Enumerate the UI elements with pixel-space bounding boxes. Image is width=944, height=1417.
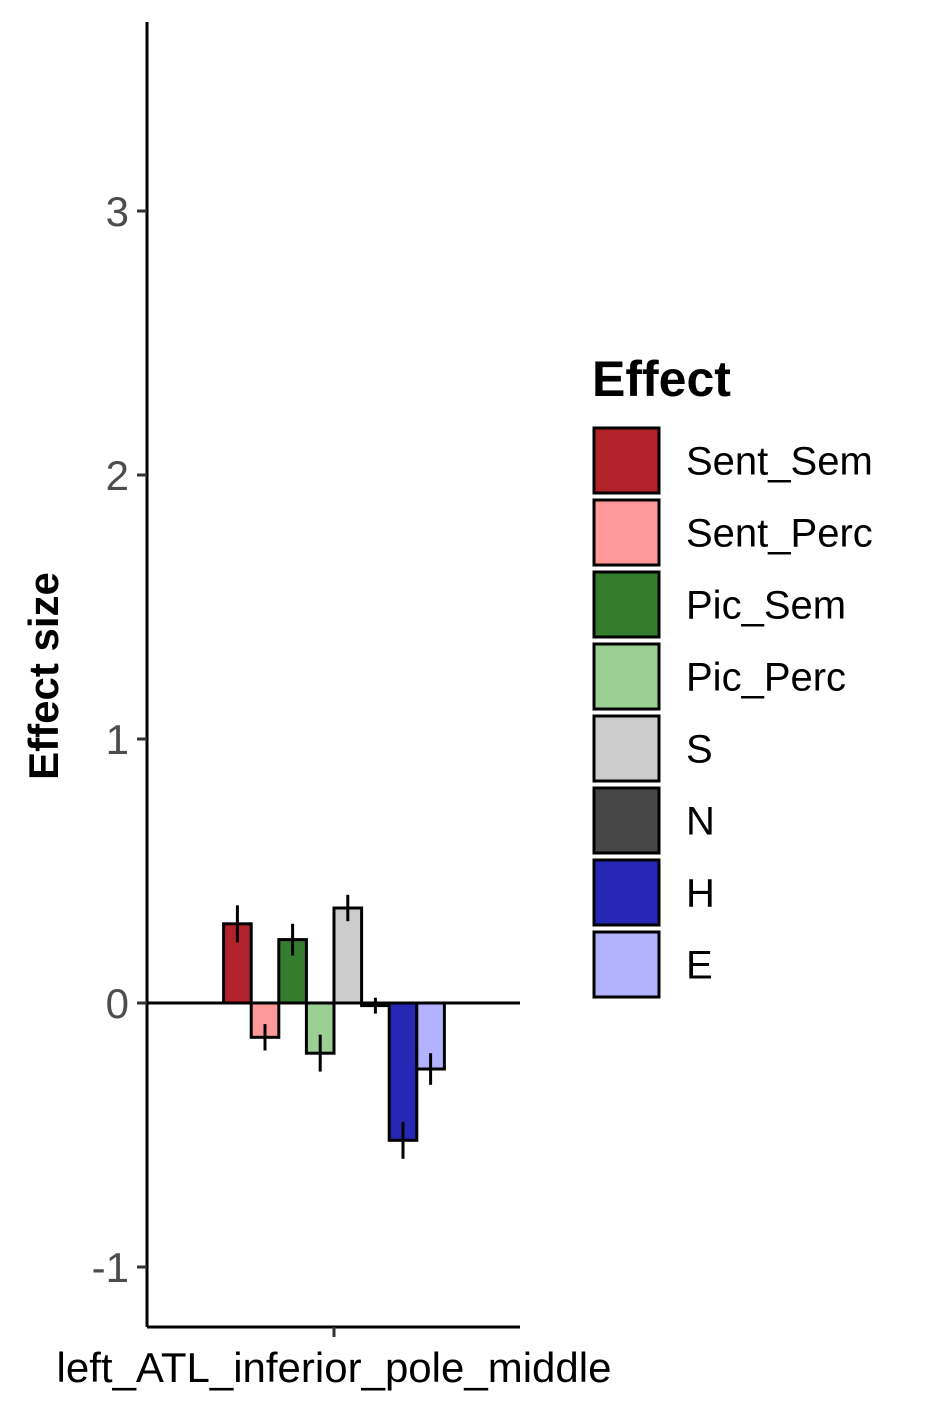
legend-label-sent-sem: Sent_Sem xyxy=(686,440,873,484)
y-axis-title: Effect size xyxy=(20,572,67,780)
legend-key-sent-sem xyxy=(592,426,661,495)
bar-h xyxy=(387,1001,419,1142)
legend-key-pic-perc xyxy=(592,642,661,711)
y-tick-label: 3 xyxy=(106,188,129,235)
legend-label-pic-sem: Pic_Sem xyxy=(686,584,846,628)
legend-label-pic-perc: Pic_Perc xyxy=(686,656,846,700)
legend-label-n: N xyxy=(686,800,715,844)
y-tick-label: -1 xyxy=(92,1244,129,1291)
legend-label-e: E xyxy=(686,944,713,988)
y-tick-label: 1 xyxy=(106,716,129,763)
x-tick-label: left_ATL_inferior_pole_middle xyxy=(57,1344,612,1391)
legend: Effect Sent_Sem Sent_Perc Pic_Sem Pic_Perc S… xyxy=(592,351,873,999)
legend-key-pic-sem xyxy=(592,570,661,639)
bar-s xyxy=(332,906,364,1005)
y-tick-label: 2 xyxy=(106,452,129,499)
plot-area xyxy=(147,894,520,1159)
legend-label-s: S xyxy=(686,728,713,772)
legend-key-s xyxy=(592,714,661,783)
y-tick-label: 0 xyxy=(106,980,129,1027)
legend-key-e xyxy=(592,930,661,999)
x-axis: left_ATL_inferior_pole_middle xyxy=(57,1325,612,1391)
legend-key-h xyxy=(592,858,661,927)
legend-label-sent-perc: Sent_Perc xyxy=(686,512,873,556)
legend-key-sent-perc xyxy=(592,498,661,567)
y-axis: -1 0 1 2 3 xyxy=(92,22,149,1327)
legend-key-n xyxy=(592,786,661,855)
legend-label-h: H xyxy=(686,872,715,916)
legend-title: Effect xyxy=(592,351,731,407)
